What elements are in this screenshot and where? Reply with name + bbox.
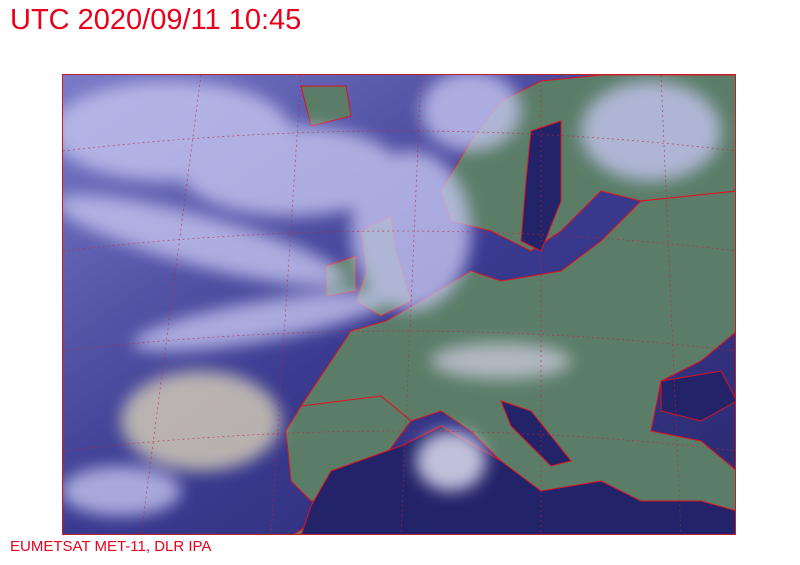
clouds <box>63 75 721 516</box>
timestamp-title: UTC 2020/09/11 10:45 <box>10 4 302 36</box>
satellite-image <box>62 74 736 535</box>
mediterranean-sea <box>301 425 735 534</box>
iceland <box>300 85 352 127</box>
graticule <box>63 75 735 534</box>
satellite-map <box>63 75 735 534</box>
image-credit: EUMETSAT MET-11, DLR IPA <box>10 538 212 555</box>
black-sea <box>660 370 735 422</box>
adriatic-sea <box>500 400 572 467</box>
seas <box>301 120 735 534</box>
